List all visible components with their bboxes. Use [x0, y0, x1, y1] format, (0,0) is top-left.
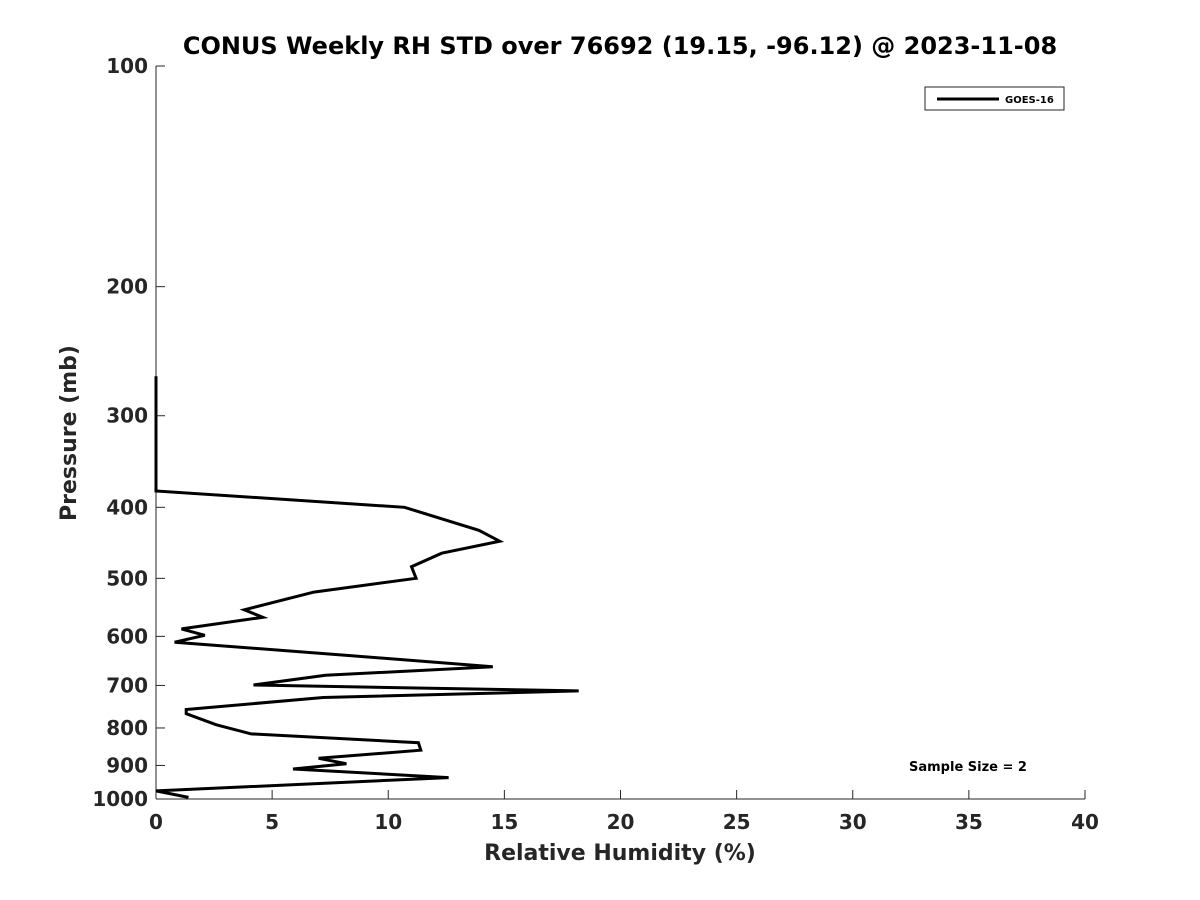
y-tick-label: 100 — [106, 54, 148, 78]
x-tick-label: 35 — [955, 810, 983, 834]
y-tick-label: 800 — [106, 716, 148, 740]
x-tick-label: 25 — [723, 810, 751, 834]
y-axis-label: Pressure (mb) — [57, 345, 82, 521]
series-layer — [154, 376, 579, 799]
chart-title: CONUS Weekly RH STD over 76692 (19.15, -… — [183, 32, 1057, 60]
y-tick-label: 900 — [106, 753, 148, 777]
legend-label: GOES-16 — [1005, 95, 1054, 106]
x-tick-label: 10 — [374, 810, 402, 834]
y-tick-label: 700 — [106, 673, 148, 697]
ticks: 0 5 10 15 20 25 30 35 40 100 200 300 400 500 600 700 800… — [92, 54, 1099, 834]
sample-size-annotation: Sample Size = 2 — [909, 760, 1027, 775]
x-axis-label: Relative Humidity (%) — [484, 841, 756, 866]
series-line-goes-16 — [154, 376, 579, 799]
axes — [155, 66, 1085, 800]
y-tick-label: 500 — [106, 566, 148, 590]
x-tick-label: 5 — [265, 810, 279, 834]
y-tick-label: 200 — [106, 275, 148, 299]
y-tick-label: 300 — [106, 404, 148, 428]
x-tick-label: 15 — [490, 810, 518, 834]
legend: GOES-16 — [924, 86, 1065, 111]
x-tick-label: 20 — [607, 810, 635, 834]
x-tick-label: 30 — [839, 810, 867, 834]
x-tick-label: 0 — [149, 810, 163, 834]
y-tick-label: 1000 — [92, 787, 148, 811]
y-tick-label: 600 — [106, 624, 148, 648]
y-tick-label: 400 — [106, 495, 148, 519]
x-tick-label: 40 — [1071, 810, 1099, 834]
